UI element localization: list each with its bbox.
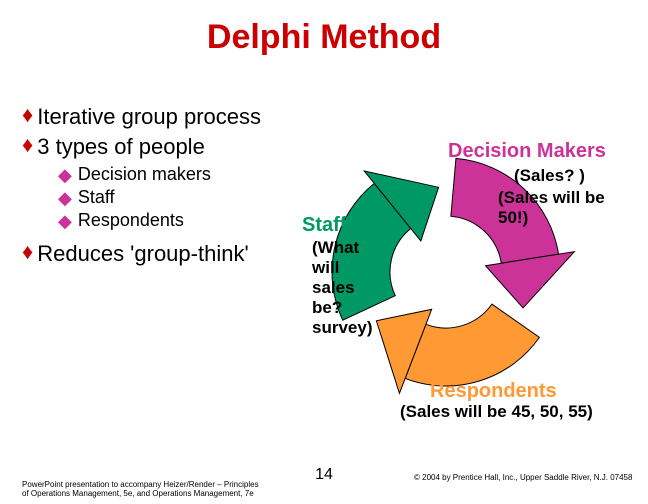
bullet-1: ♦Iterative group process [22,104,292,130]
dm-label-line2: (Sales will be 50!) [498,188,632,228]
resp-arrow-body [405,304,539,386]
resp-label-body: (Sales will be 45, 50, 55) [400,402,600,422]
footer-right: © 2004 by Prentice Hall, Inc., Upper Sad… [414,473,634,482]
bullet-text: Reduces 'group-think' [37,241,248,266]
dm-arrow-head [486,252,575,308]
sub-bullet: ◆ Respondents [58,210,292,231]
bullet-text: Iterative group process [37,104,261,129]
bullet-2: ♦3 types of people [22,134,292,160]
resp-label-title: Respondents [430,380,557,403]
diamond-icon: ◆ [58,212,72,230]
staff-label-title: Staff [302,214,346,237]
sub-bullet-text: Decision makers [78,164,211,184]
diamond-icon: ♦ [22,134,33,156]
dm-label-line1: (Sales? ) [514,166,585,186]
dm-label-title: Decision Makers [448,140,606,163]
resp-arrow-head [376,309,431,393]
diamond-icon: ♦ [22,104,33,126]
slide: { "title": { "text": "Delphi Method", "c… [0,0,648,504]
staff-label-body: (What will sales be? survey) [312,238,378,338]
diamond-icon: ◆ [58,166,72,184]
sub-bullet: ◆ Decision makers [58,164,292,185]
bullet-list: ♦Iterative group process ♦3 types of peo… [22,104,292,271]
diamond-icon: ♦ [22,241,33,263]
bullet-text: 3 types of people [37,134,205,159]
bullet-3: ♦Reduces 'group-think' [22,241,292,267]
diamond-icon: ◆ [58,189,72,207]
slide-title: Delphi Method [0,18,648,57]
sub-bullet: ◆ Staff [58,187,292,208]
sub-bullet-text: Staff [78,187,115,207]
sub-bullet-text: Respondents [78,210,184,230]
staff-arrow-head [364,171,438,241]
